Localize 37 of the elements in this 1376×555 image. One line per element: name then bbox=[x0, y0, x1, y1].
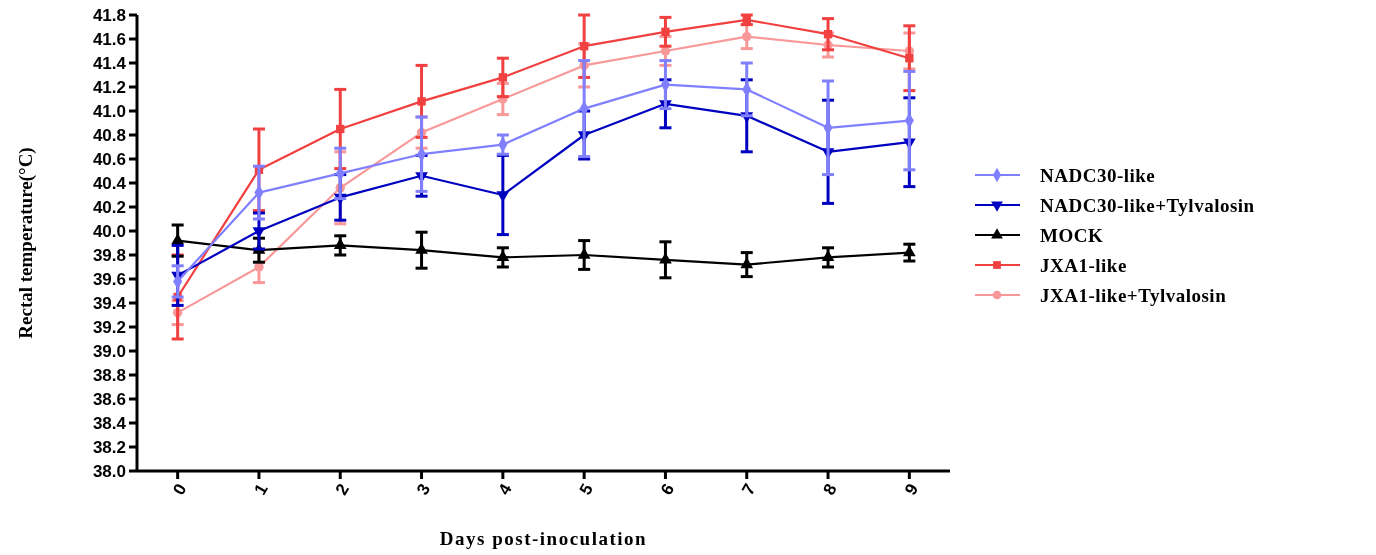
y-tick-label: 40.2 bbox=[92, 198, 126, 218]
x-tick-label: 1 bbox=[250, 480, 272, 499]
legend-label: MOCK bbox=[1040, 224, 1104, 246]
y-tick-label: 38.0 bbox=[92, 462, 126, 482]
y-tick-label: 40.8 bbox=[92, 126, 126, 146]
x-tick-label: 5 bbox=[575, 480, 597, 499]
x-tick-label: 7 bbox=[738, 480, 760, 499]
y-tick-label: 41.4 bbox=[92, 54, 127, 74]
x-tick-label: 0 bbox=[169, 480, 191, 499]
y-tick-label: 41.0 bbox=[92, 102, 126, 122]
y-tick-label: 39.4 bbox=[92, 294, 127, 314]
y-tick-label: 38.8 bbox=[92, 366, 126, 386]
y-tick-label: 41.2 bbox=[92, 78, 126, 98]
legend-label: JXA1-like bbox=[1040, 254, 1127, 276]
y-tick-label: 38.4 bbox=[92, 414, 127, 434]
x-tick-label: 4 bbox=[494, 480, 516, 499]
y-tick-label: 40.0 bbox=[92, 222, 126, 242]
y-tick-label: 39.6 bbox=[92, 270, 126, 290]
y-tick-label: 39.2 bbox=[92, 318, 126, 338]
y-axis-title: Rectal temperature(°C) bbox=[15, 147, 37, 339]
x-tick-label: 6 bbox=[657, 480, 679, 499]
legend-label: JXA1-like+Tylvalosin bbox=[1040, 284, 1227, 306]
x-tick-label: 9 bbox=[900, 480, 923, 499]
legend-label: NADC30-like+Tylvalosin bbox=[1040, 194, 1255, 216]
y-tick-label: 41.6 bbox=[92, 30, 126, 50]
y-tick-label: 39.8 bbox=[92, 246, 126, 266]
x-tick-label: 3 bbox=[413, 480, 435, 499]
y-tick-label: 41.8 bbox=[92, 6, 126, 26]
y-tick-label: 38.2 bbox=[92, 438, 126, 458]
y-tick-label: 40.4 bbox=[92, 174, 127, 194]
x-axis-title: Days post-inoculation bbox=[439, 528, 648, 549]
y-tick-label: 38.6 bbox=[92, 390, 126, 410]
x-tick-label: 2 bbox=[331, 480, 354, 499]
y-tick-label: 39.0 bbox=[92, 342, 126, 362]
legend-label: NADC30-like bbox=[1040, 164, 1156, 186]
y-tick-label: 40.6 bbox=[92, 150, 126, 170]
x-tick-label: 8 bbox=[819, 480, 841, 499]
